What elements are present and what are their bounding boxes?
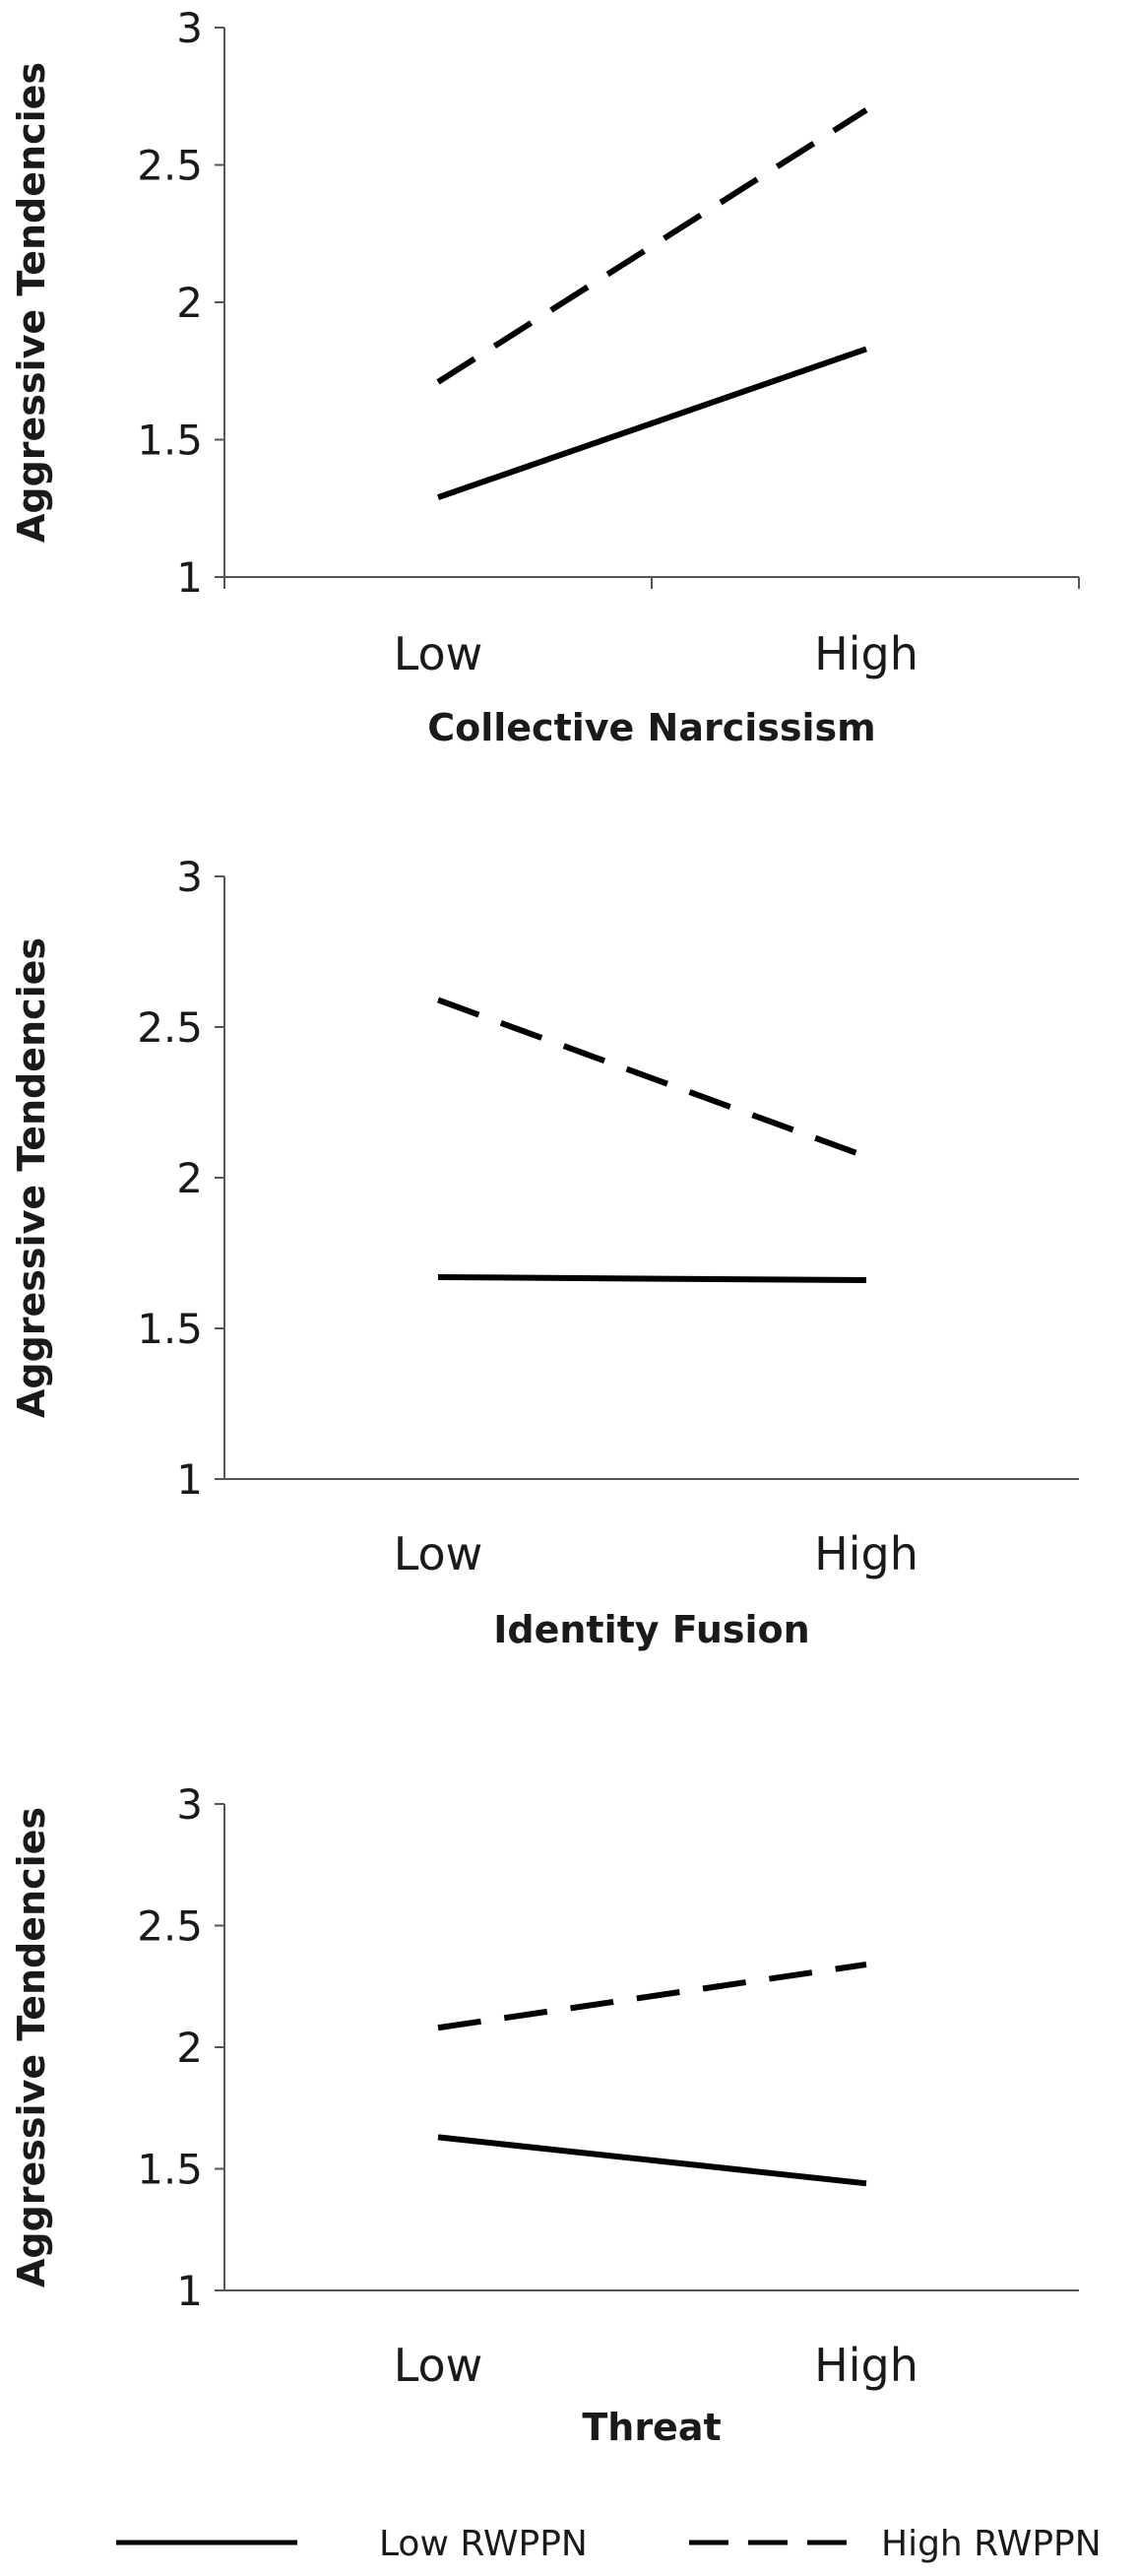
- x-axis-title: Threat: [582, 2406, 721, 2449]
- x-axis-title: Collective Narcissism: [427, 706, 876, 749]
- y-tick-label: 1: [176, 2267, 203, 2315]
- y-tick-label: 2: [176, 279, 203, 327]
- series-line-low-rwppn: [437, 2134, 867, 2187]
- y-tick-label: 3: [176, 1780, 203, 1829]
- series-line-high-rwppn: [437, 1962, 867, 2031]
- y-axis-title: Aggressive Tendencies: [10, 1807, 53, 2287]
- y-tick-label: 2.5: [137, 142, 203, 190]
- series-line-high-rwppn: [436, 107, 868, 385]
- y-tick-label: 3: [176, 853, 203, 901]
- series-line-high-rwppn: [436, 997, 868, 1160]
- y-tick-label: 2: [176, 2024, 203, 2072]
- x-tick-label: High: [814, 627, 918, 680]
- series-line-low-rwppn: [437, 1273, 867, 1284]
- series-line-low-rwppn: [437, 346, 867, 500]
- y-tick-label: 1: [176, 1455, 203, 1504]
- chart-panel-3: 1 1.5 2 2.5 3 Low High Threat Aggressive Tendenc…: [10, 1780, 1079, 2449]
- y-axis-title: Aggressive Tendencies: [10, 937, 53, 1418]
- x-tick-label: Low: [394, 627, 483, 680]
- y-tick-label: 2.5: [137, 1902, 203, 1951]
- x-tick-label: Low: [394, 1527, 483, 1580]
- y-tick-label: 2: [176, 1154, 203, 1202]
- x-tick-label: High: [814, 2339, 918, 2392]
- y-tick-label: 2.5: [137, 1003, 203, 1052]
- x-tick-label: Low: [394, 2339, 483, 2392]
- x-tick-label: High: [814, 1527, 918, 1580]
- y-tick-label: 1.5: [137, 1305, 203, 1353]
- y-tick-label: 3: [176, 4, 203, 52]
- y-tick-label: 1: [176, 553, 203, 602]
- legend: Low RWPPN High RWPPN: [116, 2524, 1102, 2564]
- chart-panel-1: 1 1.5 2 2.5 3 Low High Collective Narcissism Agg…: [10, 4, 1080, 749]
- legend-label: Low RWPPN: [379, 2524, 588, 2564]
- y-tick-label: 1.5: [137, 417, 203, 465]
- y-tick-label: 1.5: [137, 2146, 203, 2194]
- y-axis-title: Aggressive Tendencies: [10, 62, 53, 543]
- legend-label: High RWPPN: [881, 2524, 1102, 2564]
- x-axis-title: Identity Fusion: [493, 1608, 809, 1651]
- chart-panels: 1 1.5 2 2.5 3 Low High Collective Narcissism Agg…: [10, 4, 1080, 2449]
